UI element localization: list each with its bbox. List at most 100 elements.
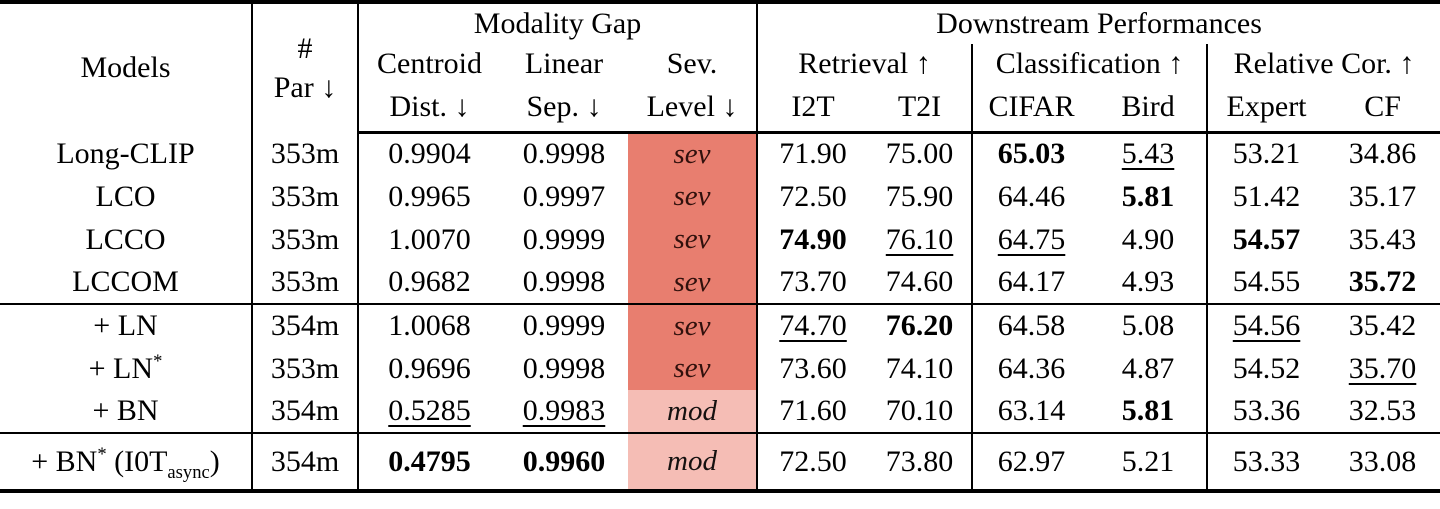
cell-cf: 34.86 — [1348, 137, 1417, 171]
severity-badge: mod — [628, 390, 758, 434]
cell-par: 353m — [251, 347, 358, 390]
table-row: + BN* (I0Tasync) 354m 0.4795 0.9960 mod 72.50… — [0, 433, 1440, 491]
cell-t2i: 70.10 — [868, 390, 973, 434]
cell-cf: 35.72 — [1325, 261, 1440, 305]
cell-t2i: 74.10 — [885, 351, 954, 385]
model-name: + LN — [0, 304, 252, 347]
header-models: Models — [80, 51, 171, 84]
header-columns-row: Dist. ↓ Sep. ↓ Level ↓ I2T T2I CIFAR Bir… — [0, 84, 1440, 134]
cell-bird: 4.87 — [1121, 351, 1175, 385]
cell-expert: 54.56 — [1206, 304, 1326, 347]
results-table: Models # Par ↓ Modality Gap Downstream P… — [0, 0, 1440, 493]
cell-centroid-dist: 0.4795 — [357, 433, 500, 491]
cell-linear-sep: 0.9997 — [522, 179, 606, 213]
cell-i2t: 72.50 — [756, 433, 869, 491]
header-t2i: T2I — [868, 84, 973, 134]
cell-centroid-dist: 0.9904 — [357, 132, 500, 175]
cell-par: 354m — [251, 304, 358, 347]
cell-cifar: 64.75 — [971, 218, 1091, 261]
table-row: LCCO 353m 1.0070 0.9999 sev 74.90 76.10 64.75 4.… — [0, 218, 1440, 261]
cell-expert: 54.55 — [1206, 261, 1326, 305]
cell-par: 353m — [251, 218, 358, 261]
model-name: LCCO — [0, 218, 252, 261]
model-name-segment: * — [153, 350, 163, 372]
severity-badge: mod — [628, 433, 758, 491]
severity-badge: sev — [628, 261, 758, 305]
cell-cifar: 64.17 — [971, 261, 1091, 305]
cell-expert: 53.33 — [1206, 433, 1326, 491]
model-name-segment: + LN — [93, 309, 158, 342]
header-sev-level: Level ↓ — [628, 84, 758, 134]
severity-badge: sev — [628, 304, 758, 347]
cell-cifar: 63.14 — [971, 390, 1091, 434]
cell-cifar: 62.97 — [971, 433, 1091, 491]
model-name-segment: LCCOM — [72, 265, 179, 298]
cell-cf: 35.42 — [1348, 309, 1417, 342]
header-linear-sep: Sep. ↓ — [500, 84, 628, 134]
cell-linear-sep: 0.9960 — [522, 444, 606, 478]
table-row: + LN* 353m 0.9696 0.9998 sev 73.60 74.10 64.36 4… — [0, 347, 1440, 390]
cell-par: 353m — [251, 132, 358, 175]
cell-expert: 54.57 — [1206, 218, 1326, 261]
cell-i2t: 74.90 — [756, 218, 869, 261]
cell-centroid-dist: 1.0070 — [357, 218, 500, 261]
header-centroid-dist: Dist. ↓ — [357, 84, 500, 134]
header-downstream: Downstream Performances — [756, 2, 1440, 44]
header-retrieval: Retrieval ↑ — [756, 44, 973, 84]
table-row: Long-CLIP 353m 0.9904 0.9998 sev 71.90 75.00 65… — [0, 132, 1440, 175]
model-name: + BN — [0, 390, 252, 434]
table-row: + LN 354m 1.0068 0.9999 sev 74.70 76.20 64.58 5.… — [0, 304, 1440, 347]
cell-i2t: 71.90 — [756, 132, 869, 175]
cell-i2t: 72.50 — [756, 175, 869, 218]
cell-cf: 32.53 — [1325, 390, 1440, 434]
cell-cf: 33.08 — [1348, 444, 1417, 478]
table-head: Models # Par ↓ Modality Gap Downstream P… — [0, 2, 1440, 134]
header-cifar: CIFAR — [971, 84, 1091, 134]
cell-par: 354m — [251, 433, 358, 491]
severity-badge: sev — [628, 175, 758, 218]
cell-centroid-dist: 0.9696 — [357, 347, 500, 390]
cell-centroid-dist: 0.9682 — [357, 261, 500, 305]
model-name: LCCOM — [0, 261, 252, 305]
table-row: LCO 353m 0.9965 0.9997 sev 72.50 75.90 64.46 5.8… — [0, 175, 1440, 218]
model-name: + BN* (I0Tasync) — [0, 433, 252, 491]
cell-bird: 5.81 — [1121, 179, 1175, 213]
cell-t2i: 74.60 — [868, 261, 973, 305]
header-modality-gap: Modality Gap — [356, 2, 758, 44]
header-linear: Linear — [524, 47, 604, 80]
header-relative-cor: Relative Cor. ↑ — [1206, 44, 1440, 84]
cell-linear-sep: 0.9999 — [522, 309, 606, 342]
model-name-segment: (I0T — [106, 444, 168, 478]
header-expert: Expert — [1206, 84, 1326, 134]
header-i2t: I2T — [756, 84, 869, 134]
cell-linear-sep: 0.9998 — [500, 261, 628, 305]
cell-t2i: 75.00 — [885, 137, 954, 171]
cell-linear-sep: 0.9983 — [500, 390, 628, 434]
cell-linear-sep: 0.9999 — [522, 222, 606, 256]
severity-badge: sev — [628, 218, 758, 261]
cell-t2i: 75.90 — [885, 179, 954, 213]
model-name-segment: ) — [209, 444, 220, 478]
cell-bird: 4.90 — [1121, 222, 1175, 256]
severity-badge: sev — [628, 347, 758, 390]
cell-cf: 35.17 — [1348, 179, 1417, 213]
cell-expert: 53.36 — [1206, 390, 1326, 434]
header-par-label: Par ↓ — [273, 71, 337, 104]
model-name-segment: + BN — [31, 444, 98, 478]
cell-par: 354m — [251, 390, 358, 434]
header-classification: Classification ↑ — [971, 44, 1208, 84]
cell-par: 353m — [251, 261, 358, 305]
model-name-segment: async — [167, 461, 210, 483]
cell-cf: 35.70 — [1348, 351, 1417, 385]
header-group-row: Models # Par ↓ Modality Gap Downstream P… — [0, 2, 1440, 132]
cell-t2i: 73.80 — [885, 444, 954, 478]
model-name: LCO — [0, 175, 252, 218]
cell-bird: 4.93 — [1090, 261, 1208, 305]
cell-centroid-dist: 0.9965 — [357, 175, 500, 218]
table-row: LCCOM 353m 0.9682 0.9998 sev 73.70 74.60 64.17 4… — [0, 261, 1440, 305]
header-sev: Sev. — [666, 47, 718, 80]
cell-cifar: 64.36 — [971, 347, 1091, 390]
cell-linear-sep: 0.9998 — [522, 137, 606, 171]
header-cf: CF — [1325, 84, 1440, 134]
severity-badge: sev — [628, 132, 758, 175]
